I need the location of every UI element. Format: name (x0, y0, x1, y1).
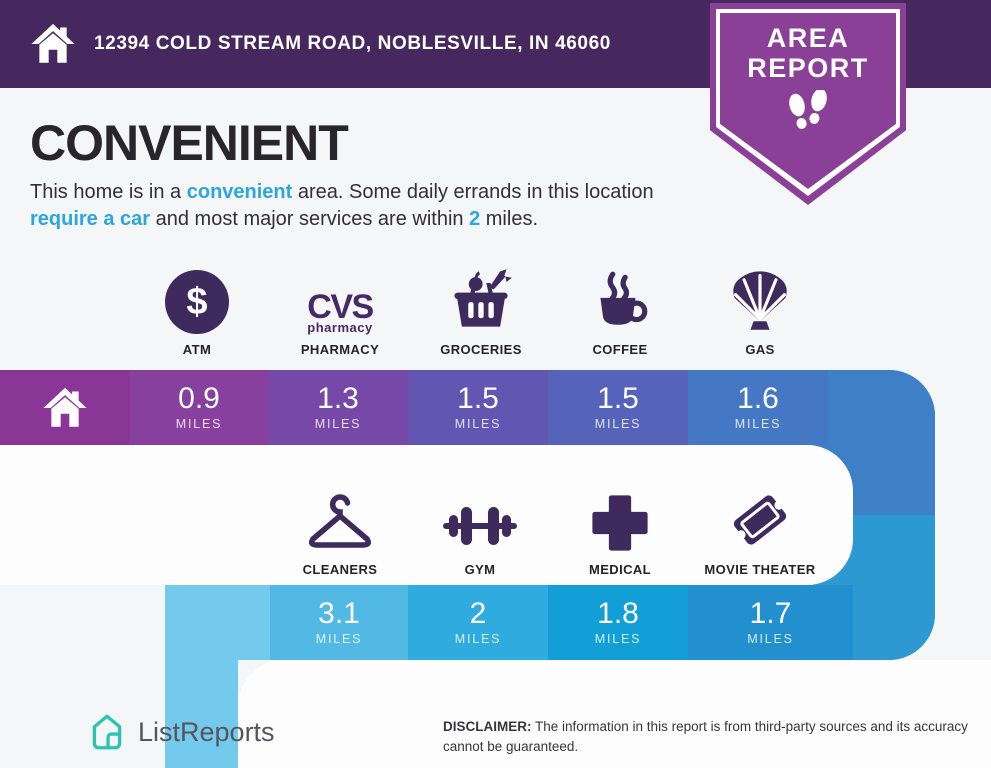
distance-segment: 1.7 MILES (688, 585, 853, 660)
medical-cross-icon (592, 495, 648, 551)
service-cleaners: CLEANERS (260, 482, 420, 577)
intro-highlight-require-a-car: require a car (30, 208, 151, 230)
listreports-logo: ListReports (86, 711, 275, 753)
listreports-house-icon (92, 714, 122, 750)
footprints-icon (789, 89, 827, 130)
distance-value: 3.1 (318, 597, 360, 630)
intro-text: miles. (480, 208, 539, 230)
cvs-pharmacy-text: pharmacy (307, 320, 373, 336)
distance-unit: MILES (594, 417, 642, 431)
service-gym: GYM (400, 482, 560, 577)
distance-segment: 3.1 MILES (270, 585, 408, 660)
distance-value: 1.5 (597, 382, 639, 415)
coffee-cup-icon (600, 271, 648, 325)
distance-unit: MILES (454, 632, 502, 646)
distance-value: 2 (469, 597, 487, 630)
home-segment (0, 370, 130, 445)
service-label: MEDICAL (588, 562, 652, 577)
intro-text: This home is in a (30, 181, 187, 203)
middle-card (0, 445, 853, 585)
distance-segment: 1.5 MILES (548, 370, 688, 445)
dumbbell-icon (443, 507, 517, 545)
distance-segment: 1.3 MILES (268, 370, 408, 445)
distance-value: 0.9 (178, 382, 220, 415)
service-label: PHARMACY (300, 342, 380, 357)
intro-text: and most major services are within (150, 208, 470, 230)
service-label: GROCERIES (440, 342, 522, 357)
house-icon (31, 23, 75, 63)
service-label: ATM (182, 342, 212, 357)
service-atm: $ ATM (127, 262, 267, 357)
distance-segment: 2 MILES (408, 585, 548, 660)
intro-highlight-2: 2 (469, 208, 481, 230)
band-corner-segment (165, 585, 270, 660)
disclaimer: DISCLAIMER: The information in this repo… (443, 717, 968, 756)
dollar-glyph: $ (186, 280, 208, 323)
distance-unit: MILES (315, 632, 363, 646)
shell-gas-icon (733, 271, 787, 330)
band-corner-segment (853, 585, 935, 660)
disclaimer-label: DISCLAIMER: (443, 719, 532, 734)
distance-segment: 1.5 MILES (408, 370, 548, 445)
distance-segment: 1.8 MILES (548, 585, 688, 660)
service-label: CLEANERS (302, 562, 378, 577)
service-label: GYM (464, 562, 496, 577)
grocery-basket-icon (454, 269, 512, 327)
listreports-wordmark: ListReports (138, 716, 275, 747)
badge-line1: AREA (766, 23, 850, 53)
area-report-badge: AREA REPORT (710, 3, 906, 205)
home-icon (43, 387, 87, 427)
service-coffee: COFFEE (550, 262, 690, 357)
page-title: CONVENIENT (30, 115, 349, 171)
distance-value: 1.5 (457, 382, 499, 415)
distance-value: 1.6 (737, 382, 779, 415)
ticket-icon (733, 495, 787, 545)
distance-segment: 0.9 MILES (130, 370, 268, 445)
distance-unit: MILES (734, 417, 782, 431)
intro-paragraph: This home is in a convenient area. Some … (30, 179, 678, 233)
distance-band-row2: 3.1 MILES 2 MILES 1.8 MILES 1.7 MILES (165, 585, 935, 660)
band-corner-segment (828, 370, 935, 445)
distance-value: 1.3 (317, 382, 359, 415)
intro-text: area. Some daily errands in this locatio… (292, 181, 654, 203)
distance-unit: MILES (314, 417, 362, 431)
atm-icon: $ (165, 270, 229, 334)
distance-value: 1.7 (749, 597, 792, 630)
distance-unit: MILES (454, 417, 502, 431)
cvs-pharmacy-icon: CVS pharmacy (307, 287, 374, 336)
distance-unit: MILES (175, 417, 223, 431)
disclaimer-text: The information in this report is from t… (443, 719, 968, 754)
service-label: GAS (745, 342, 775, 357)
service-label: COFFEE (592, 342, 648, 357)
service-medical: MEDICAL (540, 482, 700, 577)
distance-unit: MILES (594, 632, 642, 646)
distance-unit: MILES (747, 632, 794, 646)
property-address: 12394 COLD STREAM ROAD, NOBLESVILLE, IN … (94, 33, 611, 54)
distance-segment: 1.6 MILES (688, 370, 828, 445)
hanger-icon (308, 494, 372, 548)
service-pharmacy: CVS pharmacy PHARMACY (270, 262, 410, 357)
service-label: MOVIE THEATER (704, 562, 816, 577)
cvs-logo-text: CVS (307, 287, 374, 326)
distance-band-row1: 0.9 MILES 1.3 MILES 1.5 MILES 1.5 MILES … (0, 370, 935, 445)
badge-line2: REPORT (747, 53, 869, 83)
bottom-card (238, 660, 991, 768)
service-movie-theater: MOVIE THEATER (680, 482, 840, 577)
distance-value: 1.8 (597, 597, 639, 630)
service-groceries: GROCERIES (411, 262, 551, 357)
service-gas: GAS (690, 262, 830, 357)
intro-highlight-convenient: convenient (186, 181, 293, 203)
